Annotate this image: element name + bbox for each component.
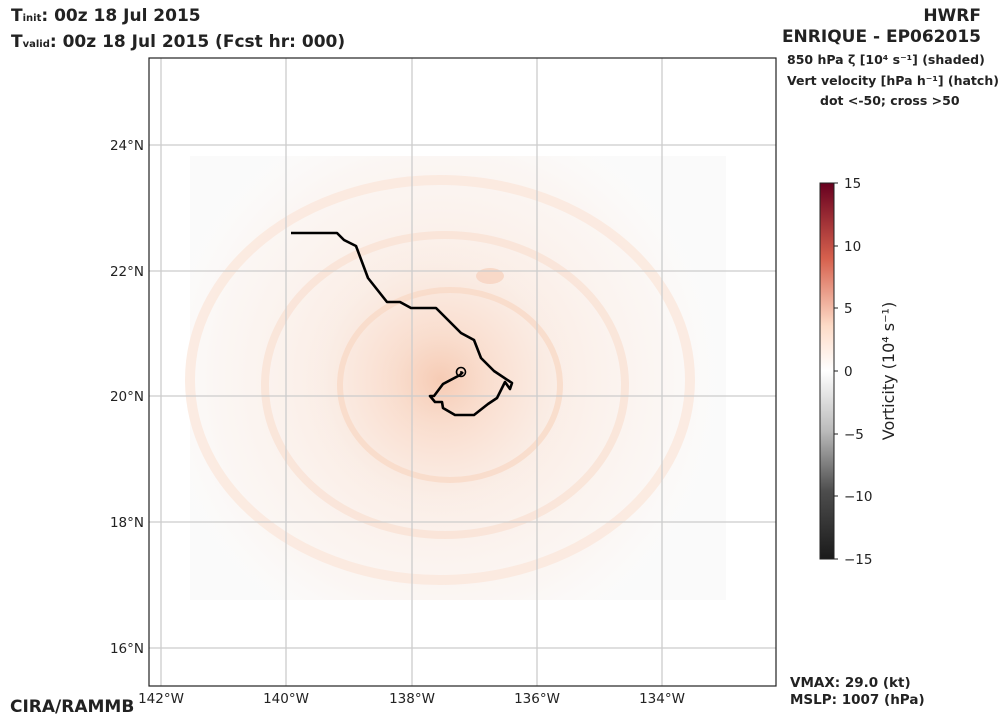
lat-label: 24°N bbox=[110, 138, 144, 154]
lon-label: 134°W bbox=[639, 691, 685, 707]
colorbar-label: Vorticity (10⁴ s⁻¹) bbox=[879, 302, 898, 440]
lat-label: 22°N bbox=[110, 264, 144, 280]
colorbar-tick-label: −10 bbox=[844, 489, 873, 505]
storm-name: ENRIQUE - EP062015 bbox=[781, 27, 981, 47]
model-name: HWRF bbox=[923, 6, 981, 26]
vmax-readout: VMAX: 29.0 (kt) bbox=[790, 675, 911, 691]
latitude-labels: 24°N 22°N 20°N 18°N 16°N bbox=[110, 138, 144, 657]
field-description-shaded: 850 hPa ζ [10⁴ s⁻¹] (shaded) bbox=[787, 52, 985, 67]
map-gridlines bbox=[149, 58, 776, 686]
circle-dot-icon bbox=[455, 366, 467, 378]
colorbar-tick-label: 15 bbox=[844, 176, 861, 192]
t-valid-subscript: valid bbox=[22, 39, 50, 50]
map-frame bbox=[148, 57, 777, 687]
colorbar-tick-label: 0 bbox=[844, 364, 853, 380]
lat-label: 18°N bbox=[110, 515, 144, 531]
t-valid-label: T bbox=[11, 32, 23, 52]
colorbar-tick-label: −5 bbox=[844, 427, 864, 443]
colorbar-tick-label: 10 bbox=[844, 239, 861, 255]
colorbar-tick-label: 5 bbox=[844, 301, 853, 317]
t-init-value: : 00z 18 Jul 2015 bbox=[41, 6, 201, 26]
colorbar bbox=[819, 182, 835, 560]
t-init-line: Tinit: 00z 18 Jul 2015 bbox=[11, 6, 201, 26]
lon-label: 140°W bbox=[263, 691, 309, 707]
vorticity-shading bbox=[185, 156, 726, 600]
colorbar-tick-label: −15 bbox=[844, 552, 873, 568]
field-description-hatch-legend: dot <-50; cross >50 bbox=[820, 93, 960, 108]
lat-label: 16°N bbox=[110, 641, 144, 657]
credit-text: CIRA/RAMMB bbox=[10, 697, 135, 717]
lon-label: 138°W bbox=[389, 691, 435, 707]
t-valid-value: : 00z 18 Jul 2015 (Fcst hr: 000) bbox=[49, 32, 346, 52]
colorbar-ticks: 15 10 5 0 −5 −10 −15 bbox=[834, 176, 873, 568]
t-init-subscript: init bbox=[22, 13, 42, 24]
lon-label: 142°W bbox=[138, 691, 184, 707]
lat-label: 20°N bbox=[110, 389, 144, 405]
longitude-labels: 142°W 140°W 138°W 136°W 134°W bbox=[138, 691, 685, 707]
t-init-label: T bbox=[11, 6, 23, 26]
field-description-hatch: Vert velocity [hPa h⁻¹] (hatch) bbox=[787, 73, 999, 88]
lon-label: 136°W bbox=[514, 691, 560, 707]
mslp-readout: MSLP: 1007 (hPa) bbox=[790, 692, 925, 708]
coastline bbox=[291, 231, 514, 417]
t-valid-line: Tvalid: 00z 18 Jul 2015 (Fcst hr: 000) bbox=[11, 32, 345, 52]
